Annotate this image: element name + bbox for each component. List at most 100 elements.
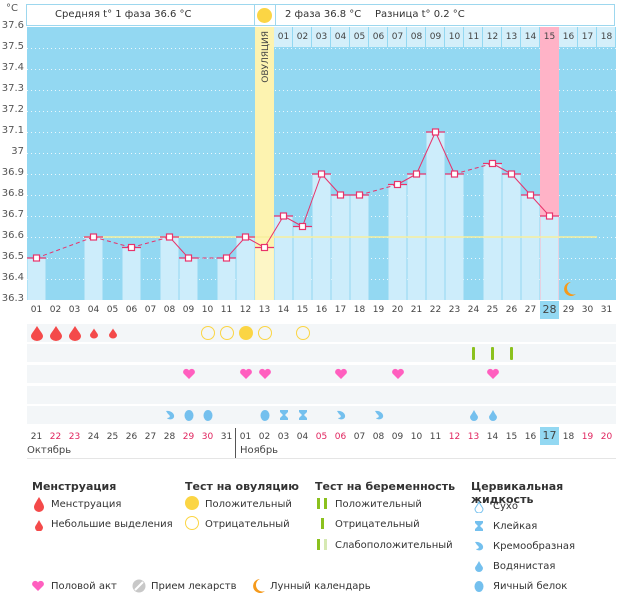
egg-fluid-icon[interactable]	[198, 406, 217, 424]
calendar-date[interactable]: 12	[448, 432, 461, 442]
calendar-date[interactable]: 08	[372, 432, 385, 442]
ovulation-test-negative-icon[interactable]	[293, 324, 312, 342]
spotting-icon[interactable]	[84, 324, 103, 342]
creamy-fluid-icon[interactable]	[160, 406, 179, 424]
cycle-day-label[interactable]: 01	[30, 305, 43, 315]
calendar-date[interactable]: 18	[562, 432, 575, 442]
calendar-date[interactable]: 29	[182, 432, 195, 442]
cycle-day-label[interactable]: 27	[524, 305, 537, 315]
cycle-day-label[interactable]: 06	[125, 305, 138, 315]
calendar-date[interactable]: 23	[68, 432, 81, 442]
cycle-day-label[interactable]: 15	[296, 305, 309, 315]
cycle-day-label[interactable]: 20	[391, 305, 404, 315]
sticky-fluid-icon[interactable]	[293, 406, 312, 424]
cycle-day-label[interactable]: 29	[562, 305, 575, 315]
y-tick-label: 37.1	[1, 125, 24, 136]
calendar-date[interactable]: 17	[542, 429, 557, 442]
menstruation-icon[interactable]	[65, 324, 84, 342]
ovulation-test-negative-icon[interactable]	[217, 324, 236, 342]
sticky-fluid-icon[interactable]	[274, 406, 293, 424]
cycle-day-label[interactable]: 04	[87, 305, 100, 315]
heart-icon[interactable]	[255, 365, 274, 383]
calendar-date[interactable]: 02	[258, 432, 271, 442]
heart-icon[interactable]	[331, 365, 350, 383]
creamy-fluid-icon[interactable]	[331, 406, 350, 424]
temperature-bar	[217, 258, 236, 300]
cycle-day-label[interactable]: 28	[542, 303, 557, 316]
legend-menstruation: Менструация	[51, 499, 122, 510]
spotting-icon[interactable]	[103, 324, 122, 342]
calendar-date[interactable]: 05	[315, 432, 328, 442]
temperature-point	[260, 243, 269, 252]
calendar-date[interactable]: 03	[277, 432, 290, 442]
calendar-date[interactable]: 22	[49, 432, 62, 442]
menstruation-icon[interactable]	[46, 324, 65, 342]
pregnancy-test-negative-icon[interactable]	[464, 344, 483, 362]
cycle-day-label[interactable]: 12	[239, 305, 252, 315]
cycle-day-label[interactable]: 25	[486, 305, 499, 315]
calendar-date[interactable]: 15	[505, 432, 518, 442]
cycle-day-label[interactable]: 13	[258, 305, 271, 315]
egg-fluid-icon[interactable]	[179, 406, 198, 424]
watery-fluid-icon[interactable]	[464, 406, 483, 424]
cycle-day-label[interactable]: 10	[201, 305, 214, 315]
calendar-date[interactable]: 27	[144, 432, 157, 442]
heart-icon[interactable]	[236, 365, 255, 383]
cycle-day-label[interactable]: 19	[372, 305, 385, 315]
calendar-date[interactable]: 13	[467, 432, 480, 442]
calendar-date[interactable]: 04	[296, 432, 309, 442]
cycle-day-label[interactable]: 05	[106, 305, 119, 315]
legend-ovulation-title: Тест на овуляцию	[185, 480, 299, 493]
cycle-day-label[interactable]: 21	[410, 305, 423, 315]
calendar-date[interactable]: 16	[524, 432, 537, 442]
calendar-date[interactable]: 25	[106, 432, 119, 442]
calendar-date[interactable]: 30	[201, 432, 214, 442]
cycle-day-label[interactable]: 02	[49, 305, 62, 315]
calendar-date[interactable]: 31	[220, 432, 233, 442]
calendar-date[interactable]: 24	[87, 432, 100, 442]
calendar-date[interactable]: 07	[353, 432, 366, 442]
cycle-day-label[interactable]: 22	[429, 305, 442, 315]
cycle-day-label[interactable]: 26	[505, 305, 518, 315]
pregnancy-positive-icon	[317, 498, 320, 509]
calendar-date[interactable]: 26	[125, 432, 138, 442]
cycle-day-label[interactable]: 03	[68, 305, 81, 315]
calendar-date[interactable]: 01	[239, 432, 252, 442]
cycle-day-label[interactable]: 08	[163, 305, 176, 315]
cycle-day-label[interactable]: 30	[581, 305, 594, 315]
watery-fluid-icon[interactable]	[483, 406, 502, 424]
heart-icon[interactable]	[388, 365, 407, 383]
pregnancy-test-negative-icon[interactable]	[483, 344, 502, 362]
heart-icon[interactable]	[179, 365, 198, 383]
cycle-day-label[interactable]: 31	[600, 305, 613, 315]
cycle-day-label[interactable]: 09	[182, 305, 195, 315]
legend-pregnancy-positive: Положительный	[335, 499, 422, 510]
cycle-day-label[interactable]: 11	[220, 305, 233, 315]
calendar-date[interactable]: 09	[391, 432, 404, 442]
luteal-day-number: 01	[277, 32, 290, 42]
calendar-date[interactable]: 21	[30, 432, 43, 442]
ovulation-test-positive-icon[interactable]	[236, 324, 255, 342]
calendar-date[interactable]: 11	[429, 432, 442, 442]
today-highlight	[540, 427, 559, 445]
cycle-day-label[interactable]: 17	[334, 305, 347, 315]
cycle-day-label[interactable]: 23	[448, 305, 461, 315]
cycle-day-label[interactable]: 07	[144, 305, 157, 315]
calendar-date[interactable]: 19	[581, 432, 594, 442]
egg-fluid-icon[interactable]	[255, 406, 274, 424]
calendar-date[interactable]: 10	[410, 432, 423, 442]
cycle-day-label[interactable]: 18	[353, 305, 366, 315]
cycle-day-label[interactable]: 14	[277, 305, 290, 315]
menstruation-icon[interactable]	[27, 324, 46, 342]
cycle-day-label[interactable]: 24	[467, 305, 480, 315]
calendar-date[interactable]: 28	[163, 432, 176, 442]
calendar-date[interactable]: 06	[334, 432, 347, 442]
calendar-date[interactable]: 20	[600, 432, 613, 442]
heart-icon[interactable]	[483, 365, 502, 383]
ovulation-test-negative-icon[interactable]	[255, 324, 274, 342]
creamy-fluid-icon[interactable]	[369, 406, 388, 424]
calendar-date[interactable]: 14	[486, 432, 499, 442]
cycle-day-label[interactable]: 16	[315, 305, 328, 315]
ovulation-test-negative-icon[interactable]	[198, 324, 217, 342]
pregnancy-test-negative-icon[interactable]	[502, 344, 521, 362]
